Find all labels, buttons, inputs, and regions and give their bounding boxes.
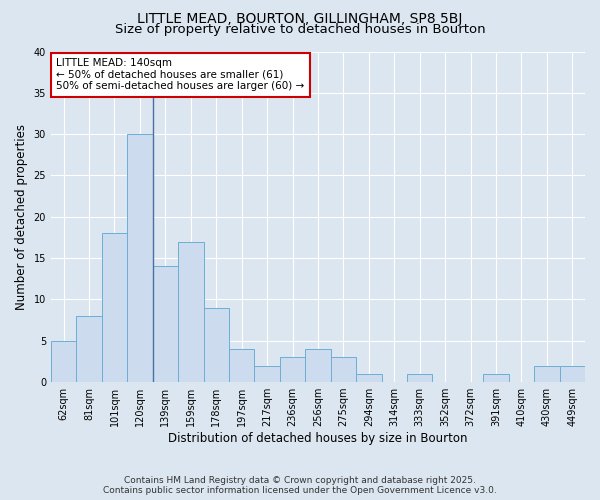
Bar — [560, 366, 585, 382]
Bar — [407, 374, 433, 382]
Bar — [229, 349, 254, 382]
Text: LITTLE MEAD, BOURTON, GILLINGHAM, SP8 5BJ: LITTLE MEAD, BOURTON, GILLINGHAM, SP8 5B… — [137, 12, 463, 26]
Y-axis label: Number of detached properties: Number of detached properties — [15, 124, 28, 310]
Text: Size of property relative to detached houses in Bourton: Size of property relative to detached ho… — [115, 22, 485, 36]
Bar — [254, 366, 280, 382]
Bar — [483, 374, 509, 382]
Bar — [178, 242, 203, 382]
Bar — [102, 234, 127, 382]
Bar — [534, 366, 560, 382]
Bar — [331, 358, 356, 382]
X-axis label: Distribution of detached houses by size in Bourton: Distribution of detached houses by size … — [168, 432, 468, 445]
Bar — [76, 316, 102, 382]
Bar — [51, 341, 76, 382]
Bar — [152, 266, 178, 382]
Bar — [356, 374, 382, 382]
Text: Contains HM Land Registry data © Crown copyright and database right 2025.
Contai: Contains HM Land Registry data © Crown c… — [103, 476, 497, 495]
Bar — [203, 308, 229, 382]
Text: LITTLE MEAD: 140sqm
← 50% of detached houses are smaller (61)
50% of semi-detach: LITTLE MEAD: 140sqm ← 50% of detached ho… — [56, 58, 305, 92]
Bar — [127, 134, 152, 382]
Bar — [280, 358, 305, 382]
Bar — [305, 349, 331, 382]
